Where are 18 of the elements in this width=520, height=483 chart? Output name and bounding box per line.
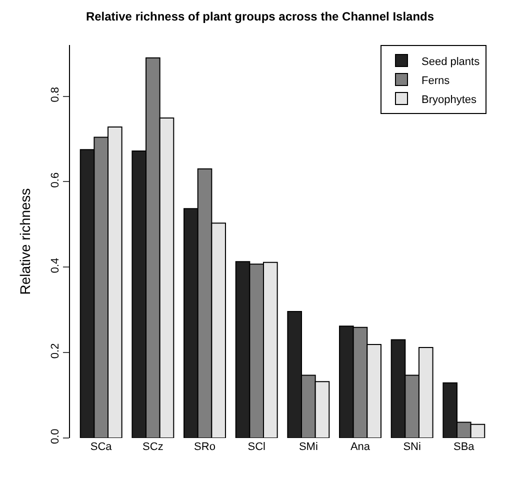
- chart-title: Relative richness of plant groups across the Channel Islands: [86, 9, 434, 24]
- legend-label: Seed plants: [422, 56, 480, 68]
- y-tick-label: 0.2: [50, 343, 62, 359]
- y-tick-label: 0.4: [50, 258, 62, 274]
- x-tick-label: SRo: [194, 441, 216, 453]
- x-tick-label: SCa: [90, 441, 113, 453]
- legend-label: Bryophytes: [422, 94, 478, 106]
- x-tick-label: SCl: [248, 441, 266, 453]
- y-tick-label: 0.6: [50, 172, 62, 188]
- y-tick-label: 0.8: [50, 86, 62, 102]
- x-tick-label: SNi: [403, 441, 421, 453]
- x-tick-label: Ana: [350, 441, 371, 453]
- y-axis-title: Relative richness: [17, 188, 34, 295]
- x-tick-label: SCz: [142, 441, 164, 453]
- y-tick-label: 0.0: [50, 428, 62, 444]
- x-tick-label: SMi: [298, 441, 318, 453]
- legend-label: Ferns: [422, 74, 450, 87]
- x-tick-label: SBa: [454, 441, 476, 453]
